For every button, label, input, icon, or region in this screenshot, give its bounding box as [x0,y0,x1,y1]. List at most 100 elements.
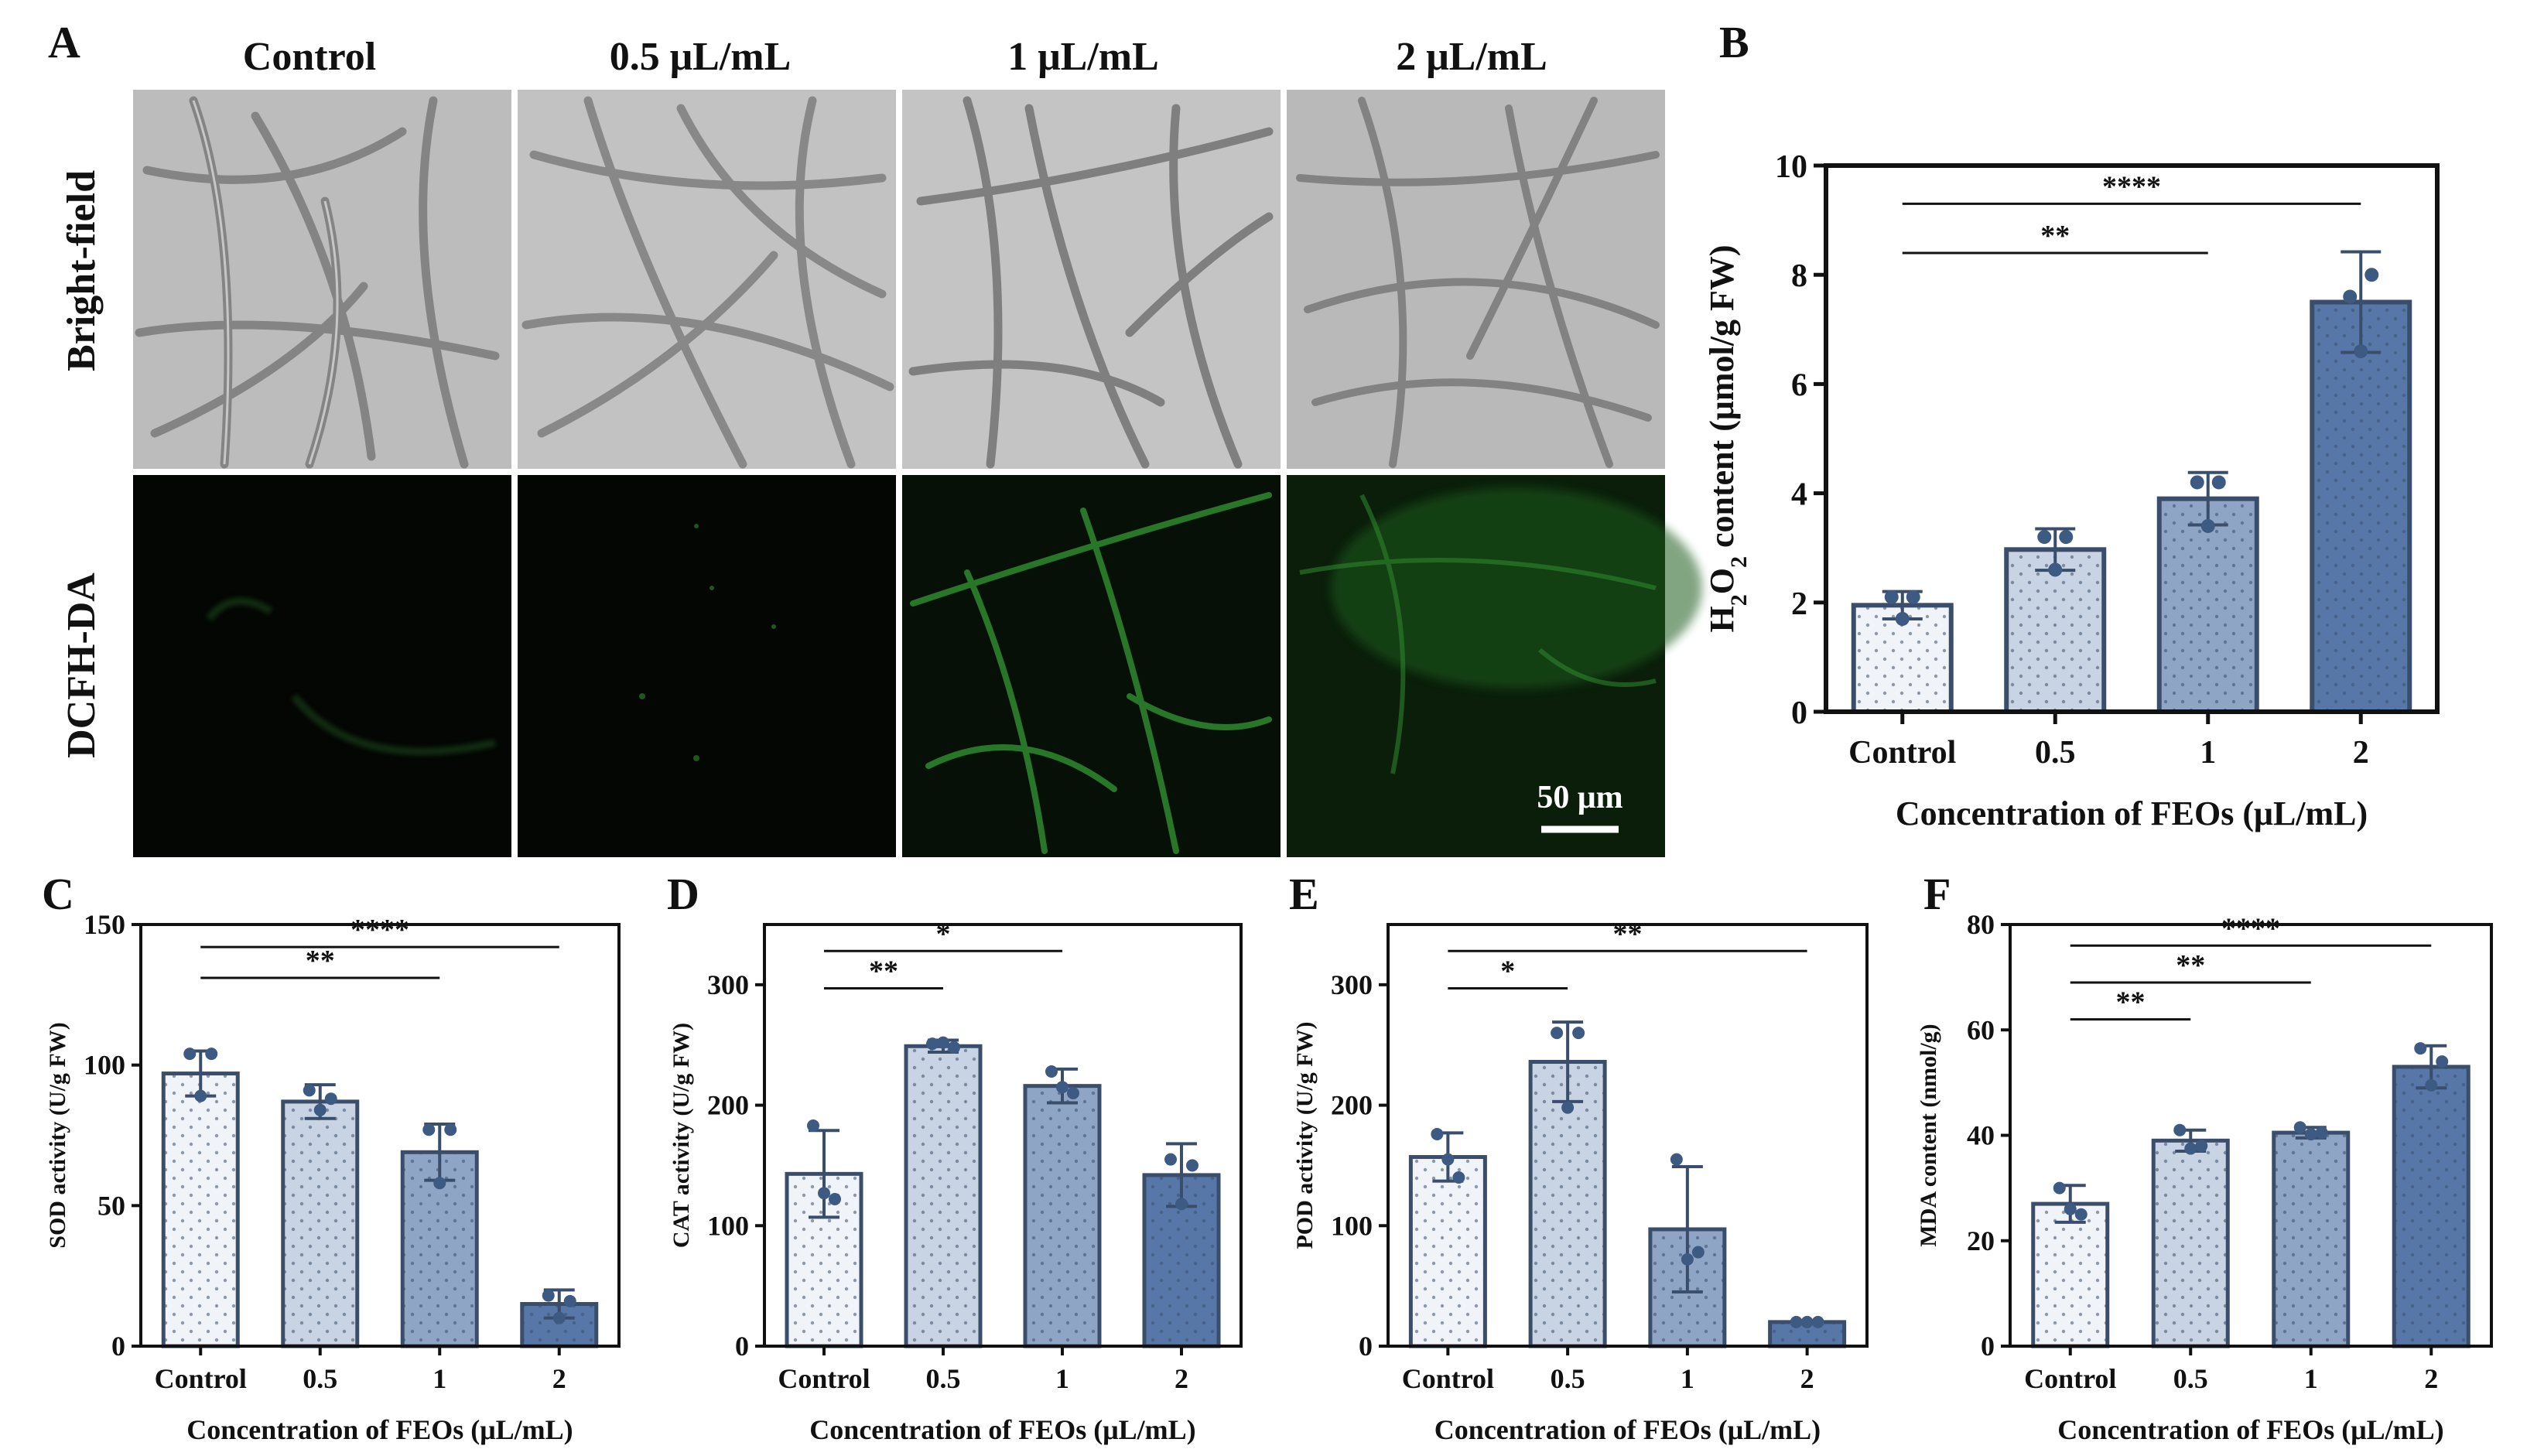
significance-label: ** [2176,949,2205,982]
data-point [1790,1315,1803,1328]
data-point [1067,1087,1079,1099]
y-tick-label: 2 [1791,586,1807,622]
bar [2031,1201,2110,1348]
y-tick-label: 150 [84,909,125,940]
significance-label: * [936,918,951,950]
data-point [1056,1081,1069,1094]
bar [904,1044,983,1348]
data-point [2364,268,2379,282]
data-point [1186,1159,1198,1172]
x-axis-label: Concentration of FEOs (μL/mL) [1434,1414,1821,1445]
y-tick-label: 200 [1331,1090,1373,1121]
data-point [1551,1027,1564,1040]
x-tick-label: Control [155,1363,247,1394]
y-tick-label: 80 [1967,909,1995,940]
x-tick-label: 1 [2304,1363,2318,1394]
x-tick-label: 1 [433,1363,446,1394]
bar [2392,1065,2470,1348]
data-point [2190,475,2204,490]
y-tick-label: 60 [1967,1014,1995,1045]
column-header-2: 2 μL/mL [1396,35,1547,79]
y-axis-label: MDA content (nmol/g) [1916,1024,1941,1246]
y-axis-label: SOD activity (U/g FW) [45,1022,70,1248]
data-point [2074,1208,2088,1221]
x-tick-label: 1 [1055,1363,1069,1394]
y-tick-label: 0 [1791,696,1807,731]
data-point [1572,1027,1585,1040]
data-point [1681,1253,1694,1266]
y-tick-label: 200 [707,1090,749,1121]
x-tick-label: 0.5 [1551,1363,1585,1394]
data-point [563,1294,576,1307]
y-tick-label: 0 [111,1331,125,1362]
data-point [1175,1198,1188,1211]
plot-frame [139,923,621,1348]
y-tick-label: 0 [735,1331,749,1362]
y-axis-label-part: O [1703,568,1741,594]
y-tick-label: 40 [1967,1120,1995,1151]
data-point [926,1037,939,1051]
bar [1408,1155,1487,1348]
panel-b-chart: B 0 2 4 6 8 10 Control 0.5 1 2 Concentration of FEO… [1703,17,2440,832]
data-point [303,1084,316,1097]
data-point [2304,1128,2317,1141]
data-point [542,1289,555,1302]
x-tick-label: Control [778,1363,870,1394]
data-point [2053,1181,2066,1195]
y-axis-label: POD activity (U/g FW) [1292,1021,1318,1249]
data-point [1811,1315,1824,1328]
y-tick-label: 100 [84,1050,125,1081]
data-point [1431,1127,1444,1140]
data-point [205,1048,218,1061]
data-point [2048,562,2063,577]
y-tick-label: 300 [707,969,749,1000]
plot-frame [1824,163,2440,714]
x-tick-label: Control [2024,1363,2116,1394]
data-point [1452,1171,1465,1184]
data-point [1800,1315,1814,1328]
data-point [807,1119,819,1133]
x-tick-label: 2 [2424,1363,2438,1394]
data-point [2343,289,2358,304]
significance-label: **** [2221,912,2280,945]
data-point [1045,1065,1058,1078]
data-point [1164,1153,1177,1166]
data-point [2425,1078,2438,1092]
data-point [433,1177,446,1190]
x-tick-label: 0.5 [2035,735,2076,771]
x-tick-label: 1 [2200,735,2216,771]
row-label-bright-field: Bright-field [60,170,104,371]
y-axis-label-part: H [1703,606,1741,632]
data-point [1691,1246,1705,1259]
x-axis-label: Concentration of FEOs (μL/mL) [186,1414,573,1445]
y-tick-label: 8 [1791,258,1807,294]
panel-d-chart: D 0 100 200 300 Control 0.5 1 2 Concentration of … [667,869,1243,1445]
data-point [194,1089,207,1102]
bar [161,1071,240,1348]
data-point [552,1311,566,1324]
bar [520,1302,599,1348]
x-tick-label: 2 [552,1363,566,1394]
data-point [1906,590,1920,604]
column-header-0-5: 0.5 μL/mL [610,35,792,79]
data-point [2293,1121,2306,1134]
bright-field-image-1 [902,90,1281,469]
data-point [422,1123,436,1136]
y-tick-label: 0 [1981,1331,1995,1362]
y-axis-label-part: 2 [1726,594,1752,606]
data-point [444,1123,457,1136]
panel-a: A Control 0.5 μL/mL 1 μL/mL 2 μL/mL Brig… [48,17,1702,857]
significance-label: ** [1613,918,1643,950]
data-point [2184,1142,2197,1155]
data-point [324,1092,337,1106]
bright-field-image-0-5 [518,90,896,469]
row-label-dcfh-da: DCFH-DA [60,572,104,758]
y-tick-label: 100 [1331,1210,1373,1241]
significance-label: * [1500,955,1515,988]
data-point [829,1193,841,1206]
y-tick-label: 100 [707,1210,749,1241]
data-point [1895,611,1910,626]
data-point [937,1036,949,1049]
data-point [2414,1042,2427,1055]
significance-label: ** [869,955,898,988]
